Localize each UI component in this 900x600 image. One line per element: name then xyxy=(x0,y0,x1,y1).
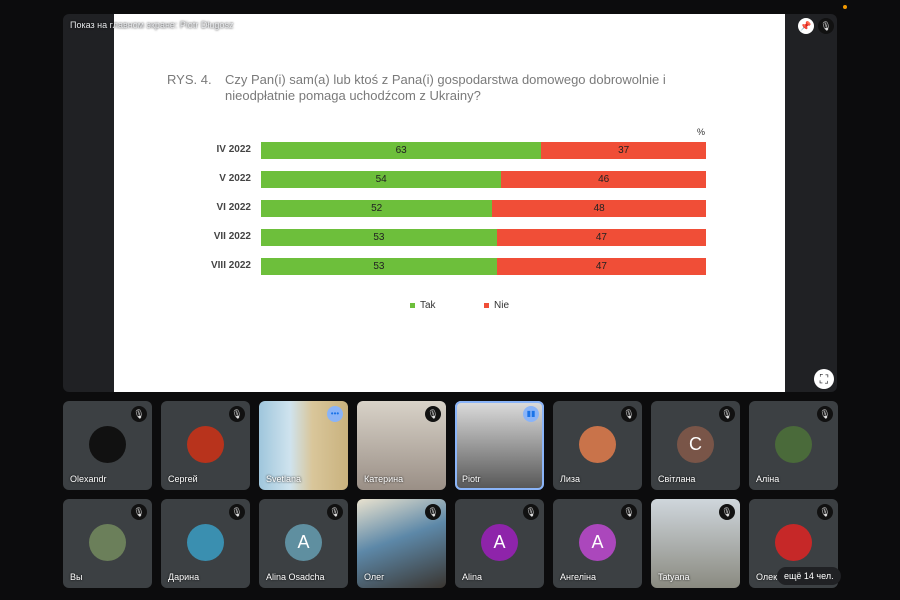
avatar-letter: A xyxy=(579,524,616,561)
category-label: VIII 2022 xyxy=(210,260,251,271)
participant-tile[interactable]: ▮▮ Piotr xyxy=(455,401,544,490)
participant-tile[interactable]: 🎙 Олег xyxy=(357,499,446,588)
participant-name: Alina Osadcha xyxy=(266,572,325,582)
participant-tile[interactable]: 🎙 Катерина xyxy=(357,401,446,490)
bar-nie: 46 xyxy=(501,171,706,188)
bar-nie: 37 xyxy=(541,142,706,159)
participant-name: Ангеліна xyxy=(560,572,596,582)
participant-name: Світлана xyxy=(658,474,696,484)
mic-off-icon: 🎙 xyxy=(327,504,343,520)
participant-name: Вы xyxy=(70,572,83,582)
mic-off-icon: 🎙 xyxy=(523,504,539,520)
fullscreen-button[interactable]: ⛶ xyxy=(814,369,834,389)
avatar xyxy=(89,426,126,463)
participant-tile[interactable]: ••• Svetlana xyxy=(259,401,348,490)
bar-tak: 53 xyxy=(261,229,497,246)
participant-tile[interactable]: A 🎙 Alina Osadcha xyxy=(259,499,348,588)
mic-off-icon: 🎙 xyxy=(229,504,245,520)
participant-tile[interactable]: 🎙 Сергей xyxy=(161,401,250,490)
participant-name: Tatyana xyxy=(658,572,690,582)
legend-swatch xyxy=(484,302,489,308)
avatar xyxy=(775,524,812,561)
legend-swatch xyxy=(410,302,415,308)
participant-name: Сергей xyxy=(168,474,198,484)
category-label: VII 2022 xyxy=(213,231,251,242)
figure-number: RYS. 4. xyxy=(167,72,212,87)
recording-indicator-dot xyxy=(843,5,847,9)
participant-tile[interactable]: 🎙 Вы xyxy=(63,499,152,588)
mic-off-icon: 🎙 xyxy=(719,406,735,422)
unit-label: % xyxy=(697,127,706,137)
participant-name: Дарина xyxy=(168,572,200,582)
bar-nie: 48 xyxy=(492,200,706,217)
participant-name: Piotr xyxy=(462,474,481,484)
participant-name: Олек xyxy=(756,572,778,582)
bar-nie: 47 xyxy=(496,229,706,246)
avatar xyxy=(775,426,812,463)
mic-off-icon: 🎙 xyxy=(425,504,441,520)
participant-tile[interactable]: 🎙 Лиза xyxy=(553,401,642,490)
participant-tile[interactable]: A 🎙 Alina xyxy=(455,499,544,588)
legend-label: Tak xyxy=(420,300,436,311)
participant-name: Олег xyxy=(364,572,385,582)
participant-name: Olexandr xyxy=(70,474,107,484)
bar-tak: 52 xyxy=(261,200,493,217)
legend-label: Nie xyxy=(494,300,510,311)
mic-off-icon: 🎙 xyxy=(229,406,245,422)
participant-tile[interactable]: 🎙 Tatyana xyxy=(651,499,740,588)
bar-tak: 54 xyxy=(261,171,502,188)
mic-off-icon: 🎙 xyxy=(425,406,441,422)
category-label: VI 2022 xyxy=(216,202,251,213)
participant-name: Аліна xyxy=(756,474,780,484)
mic-off-icon: 🎙 xyxy=(621,504,637,520)
chart-title: RYS. 4. Czy Pan(i) sam(a) lub ktoś z Pan… xyxy=(167,72,695,104)
mic-off-icon: 🎙 xyxy=(131,406,147,422)
speaking-icon: ▮▮ xyxy=(523,406,539,422)
mic-off-icon: 🎙 xyxy=(131,504,147,520)
category-label: IV 2022 xyxy=(216,144,251,155)
participant-name: Svetlana xyxy=(266,474,302,484)
participant-name: Катерина xyxy=(364,474,404,484)
mic-off-icon: 🎙 xyxy=(817,406,833,422)
legend-item: Tak xyxy=(410,300,436,311)
bar-tak: 63 xyxy=(261,142,542,159)
pin-icon[interactable]: 📌 xyxy=(798,18,814,34)
participant-tile[interactable]: 🎙 Аліна xyxy=(749,401,838,490)
figure-question: Czy Pan(i) sam(a) lub ktoś z Pana(i) gos… xyxy=(225,72,666,103)
bar-tak: 53 xyxy=(261,258,497,275)
participant-tile[interactable]: 🎙 Дарина xyxy=(161,499,250,588)
participant-tile[interactable]: С 🎙 Світлана xyxy=(651,401,740,490)
legend-item: Nie xyxy=(484,300,509,311)
bar-nie: 47 xyxy=(496,258,706,275)
avatar-letter: A xyxy=(481,524,518,561)
avatar-letter: A xyxy=(285,524,322,561)
main-stage: Показ на главном экране: Piotr Długosz R… xyxy=(63,14,837,392)
mic-off-icon: 🎙 xyxy=(719,504,735,520)
participant-tile[interactable]: A 🎙 Ангеліна xyxy=(553,499,642,588)
avatar xyxy=(89,524,126,561)
category-label: V 2022 xyxy=(219,173,251,184)
more-participants-badge[interactable]: ещё 14 чел. xyxy=(777,567,841,585)
participant-name: Alina xyxy=(462,572,483,582)
presentation-caption: Показ на главном экране: Piotr Długosz xyxy=(70,20,234,30)
avatar xyxy=(187,524,224,561)
participant-tile[interactable]: 🎙 Olexandr xyxy=(63,401,152,490)
mic-off-icon: 🎙 xyxy=(621,406,637,422)
shared-slide: RYS. 4. Czy Pan(i) sam(a) lub ktoś z Pan… xyxy=(114,14,785,392)
avatar-letter: С xyxy=(677,426,714,463)
participant-name: Лиза xyxy=(560,474,581,484)
avatar xyxy=(579,426,616,463)
more-options-icon[interactable]: ••• xyxy=(327,406,343,422)
avatar xyxy=(187,426,224,463)
mic-off-icon: 🎙 xyxy=(817,504,833,520)
mic-off-icon: 🎙 xyxy=(818,18,834,34)
